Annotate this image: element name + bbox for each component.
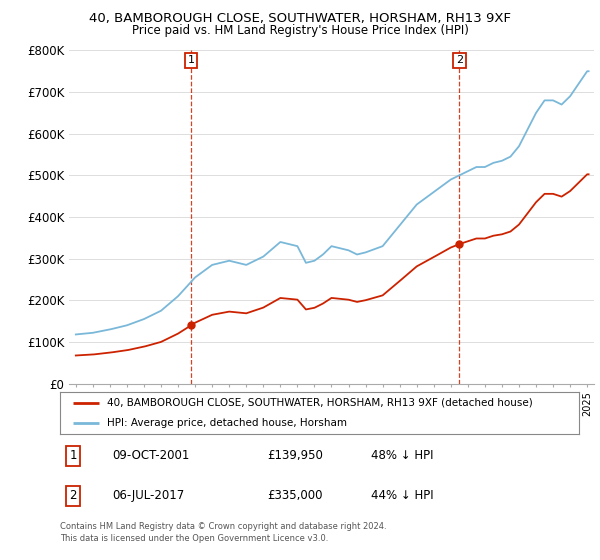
Text: 44% ↓ HPI: 44% ↓ HPI (371, 489, 434, 502)
Text: 09-OCT-2001: 09-OCT-2001 (112, 450, 189, 463)
Text: £335,000: £335,000 (268, 489, 323, 502)
Text: HPI: Average price, detached house, Horsham: HPI: Average price, detached house, Hors… (107, 418, 347, 428)
Text: 1: 1 (69, 450, 77, 463)
Text: Contains HM Land Registry data © Crown copyright and database right 2024.
This d: Contains HM Land Registry data © Crown c… (60, 522, 386, 543)
Text: 06-JUL-2017: 06-JUL-2017 (112, 489, 184, 502)
Text: 40, BAMBOROUGH CLOSE, SOUTHWATER, HORSHAM, RH13 9XF (detached house): 40, BAMBOROUGH CLOSE, SOUTHWATER, HORSHA… (107, 398, 532, 408)
Text: 2: 2 (69, 489, 77, 502)
Text: 1: 1 (188, 55, 195, 66)
Text: 40, BAMBOROUGH CLOSE, SOUTHWATER, HORSHAM, RH13 9XF: 40, BAMBOROUGH CLOSE, SOUTHWATER, HORSHA… (89, 12, 511, 25)
Text: 2: 2 (456, 55, 463, 66)
Text: 48% ↓ HPI: 48% ↓ HPI (371, 450, 434, 463)
Text: Price paid vs. HM Land Registry's House Price Index (HPI): Price paid vs. HM Land Registry's House … (131, 24, 469, 37)
Text: £139,950: £139,950 (268, 450, 323, 463)
